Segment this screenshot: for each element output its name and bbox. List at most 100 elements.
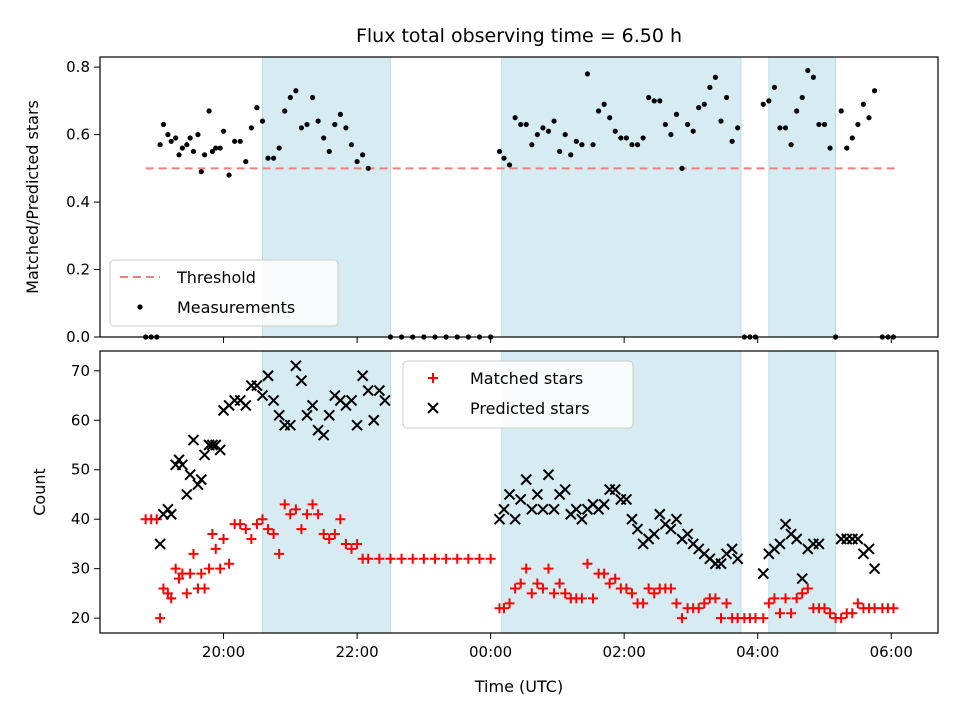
x-tick-label: 22:00: [335, 643, 378, 661]
top-legend: Threshold Measurements: [109, 259, 339, 327]
predicted-stars-point: [262, 370, 274, 382]
measurement-point: [794, 108, 800, 114]
matched-stars-point: [418, 553, 429, 564]
measurement-point: [844, 145, 850, 151]
top-y-tick-label: 0.6: [66, 126, 90, 144]
predicted-stars-point: [306, 399, 319, 412]
matched-stars-point: [638, 598, 649, 609]
observing-window-band: [501, 56, 742, 338]
matched-stars-point: [825, 608, 836, 619]
matched-stars-point: [251, 519, 262, 530]
predicted-stars-point: [531, 488, 544, 501]
measurement-point: [595, 108, 602, 114]
matched-stars-point: [185, 568, 196, 579]
matched-stars-point: [560, 588, 571, 599]
matched-stars-point: [290, 504, 301, 515]
x-tick-label: 02:00: [603, 643, 646, 661]
predicted-stars-point: [796, 572, 808, 585]
matched-stars-point: [537, 583, 548, 594]
matched-stars-point: [429, 553, 440, 564]
predicted-stars-point: [362, 384, 374, 397]
matched-stars-point: [441, 553, 452, 564]
bottom-axes-frame: [99, 350, 939, 634]
x-tick-label: 00:00: [469, 643, 512, 661]
measurement-point: [816, 121, 822, 128]
measurement-point: [860, 101, 867, 107]
matched-stars-point: [240, 524, 251, 535]
predicted-stars-point: [559, 483, 571, 496]
x-axis-label: Time (UTC): [474, 677, 563, 696]
matched-stars-point: [374, 553, 385, 564]
measurement-point: [173, 135, 179, 141]
measurement-point: [707, 84, 713, 90]
legend-label: Predicted stars: [470, 399, 590, 418]
predicted-stars-point: [520, 473, 532, 486]
predicted-stars-point: [570, 503, 583, 516]
matched-stars-point: [485, 553, 496, 564]
measurement-point: [696, 105, 702, 111]
measurement-point: [243, 158, 249, 165]
predicted-stars-point: [379, 394, 391, 407]
matched-stars-point: [802, 583, 813, 594]
measurement-point: [799, 94, 805, 101]
measurement-point: [293, 88, 299, 94]
measurement-point: [760, 101, 766, 107]
measurement-point: [276, 145, 282, 151]
predicted-stars-point: [173, 454, 185, 466]
measurement-point: [259, 118, 266, 124]
matched-stars-point: [363, 553, 374, 564]
matched-stars-point: [763, 598, 774, 609]
measurement-point: [718, 118, 724, 124]
matched-stars-point: [769, 593, 780, 604]
matched-stars-point: [774, 608, 785, 619]
measurement-point: [198, 169, 204, 175]
matched-stars-point: [665, 583, 676, 594]
x-tick-label: 20:00: [202, 643, 245, 661]
measurement-point: [777, 125, 783, 131]
matched-stars-point: [671, 598, 682, 609]
predicted-stars-point: [726, 543, 738, 555]
predicted-stars-point: [835, 533, 847, 545]
measurement-point: [213, 145, 219, 151]
matched-stars-point: [780, 593, 791, 604]
matched-stars-point: [210, 543, 221, 554]
matched-stars-point: [396, 553, 407, 564]
matched-stars-point: [588, 593, 599, 604]
measurement-point: [184, 142, 190, 148]
top-axes-frame: [99, 56, 939, 338]
measurement-point: [729, 138, 735, 144]
matched-stars-point: [610, 573, 621, 584]
matched-stars-point: [599, 568, 610, 579]
matched-stars-point: [318, 529, 329, 540]
measurement-point: [232, 138, 238, 144]
matched-stars-point: [819, 603, 830, 614]
measurement-point: [590, 142, 596, 148]
predicted-stars-point: [852, 533, 864, 545]
measurement-point: [332, 121, 338, 128]
measurement-point: [176, 152, 182, 158]
measurement-point: [568, 152, 574, 158]
predicted-stars-point: [373, 384, 386, 397]
predicted-stars-point: [290, 360, 302, 372]
predicted-stars-point: [267, 394, 280, 407]
predicted-stars-point: [715, 558, 727, 570]
matched-stars-point: [554, 578, 565, 589]
matched-stars-point: [549, 588, 560, 599]
measurement-point: [579, 142, 585, 148]
predicted-stars-point: [345, 394, 358, 407]
predicted-stars-point: [542, 468, 555, 481]
matched-stars-point: [158, 583, 169, 594]
predicted-stars-point: [514, 493, 527, 506]
measurement-point: [662, 121, 668, 128]
predicted-stars-point: [620, 493, 633, 506]
bottom-y-tick-label: 50: [71, 461, 90, 479]
measurement-point: [562, 131, 568, 138]
matched-stars-point: [649, 588, 660, 599]
predicted-stars-point: [228, 394, 241, 407]
measurement-point: [618, 135, 624, 141]
predicted-stars-point: [503, 488, 516, 501]
matched-stars-point: [526, 588, 537, 599]
top-y-tick-label: 0.4: [66, 193, 90, 211]
bottom-y-axis: 20 30 40 50 60 70: [71, 362, 100, 627]
